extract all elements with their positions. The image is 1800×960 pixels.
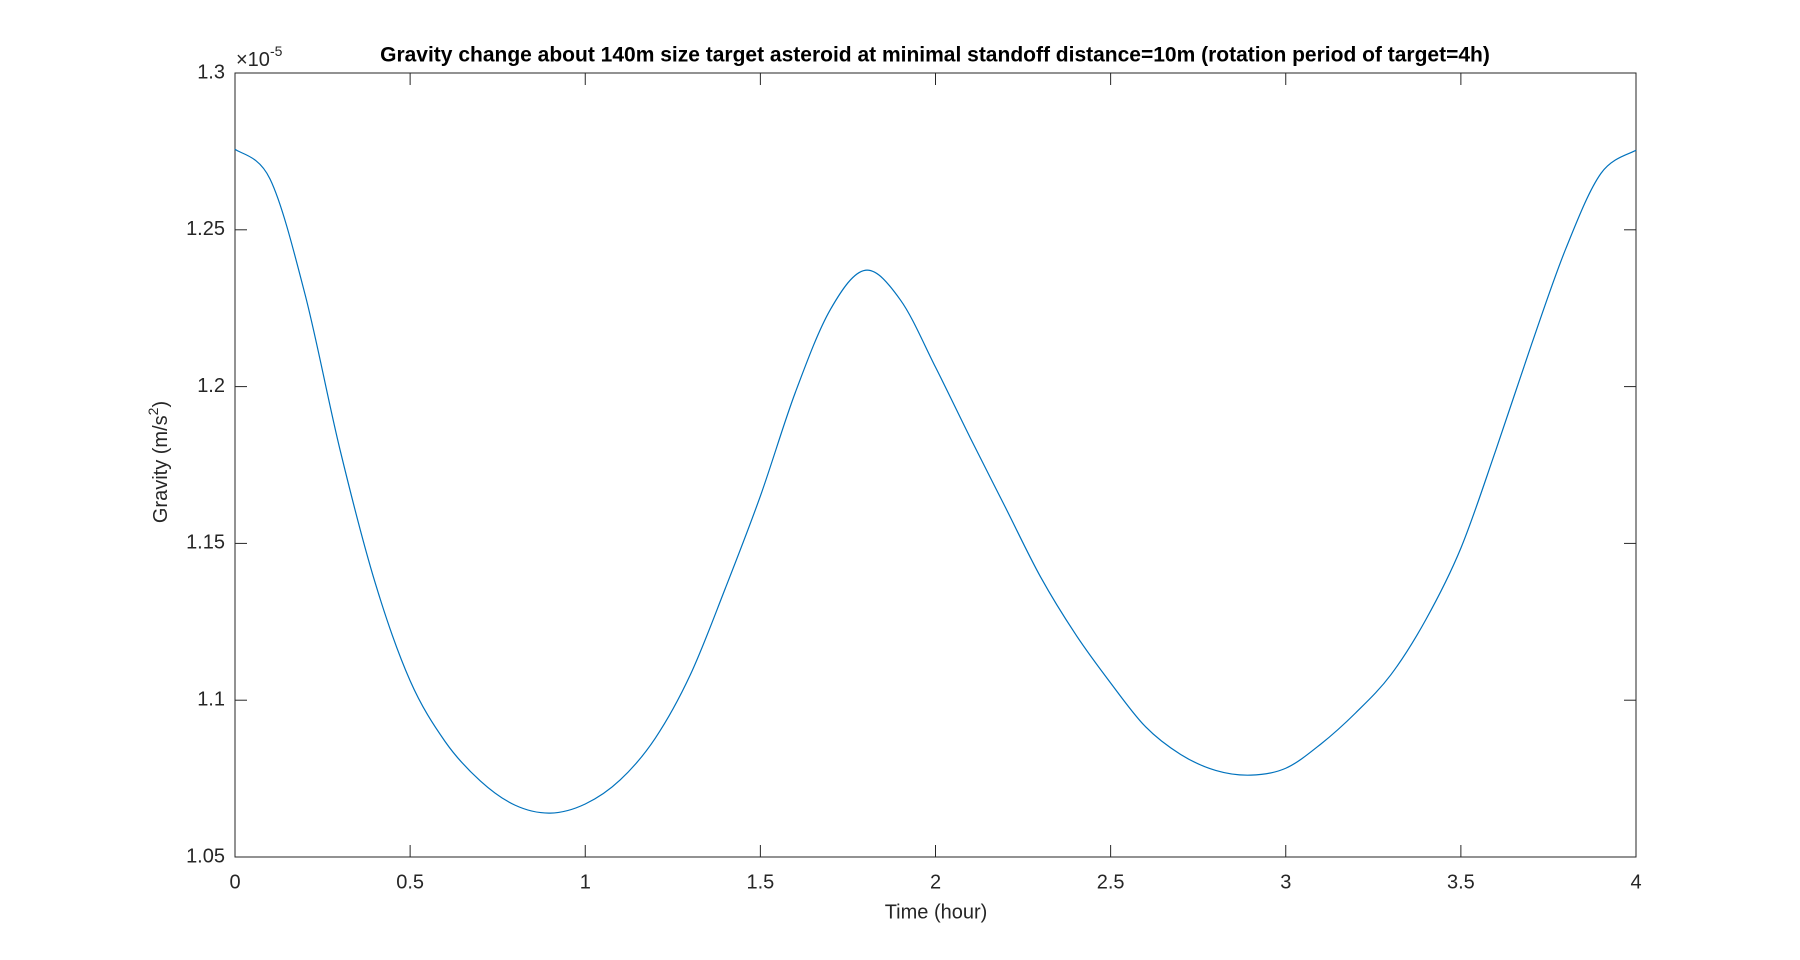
x-axis-label: Time (hour): [885, 901, 988, 923]
x-tick-label: 0: [229, 871, 240, 893]
multiplier-base: ×10: [236, 49, 270, 71]
x-tick-label: 3: [1280, 871, 1291, 893]
x-tick-label: 4: [1630, 871, 1641, 893]
y-tick-label: 1.05: [186, 845, 225, 867]
chart-title: Gravity change about 140m size target as…: [380, 44, 1490, 67]
x-tick-label: 3.5: [1447, 871, 1475, 893]
y-tick-label: 1.3: [197, 61, 225, 83]
multiplier-exponent: -5: [270, 43, 283, 59]
y-tick-label: 1.1: [197, 688, 225, 710]
y-multiplier: ×10-5: [236, 43, 283, 72]
y-label-text: Gravity (m/s: [150, 415, 172, 523]
x-tick-label: 1: [580, 871, 591, 893]
y-tick-label: 1.2: [197, 375, 225, 397]
y-label-close: ): [150, 401, 172, 408]
y-tick-label: 1.25: [186, 218, 225, 240]
y-label-sup: 2: [145, 407, 161, 415]
x-tick-label: 2: [930, 871, 941, 893]
y-axis-label: Gravity (m/s2): [145, 401, 173, 523]
data-line: [234, 148, 1637, 814]
x-tick-label: 1.5: [746, 871, 774, 893]
x-tick-label: 2.5: [1097, 871, 1125, 893]
y-tick-label: 1.15: [186, 532, 225, 554]
x-tick-label: 0.5: [396, 871, 424, 893]
